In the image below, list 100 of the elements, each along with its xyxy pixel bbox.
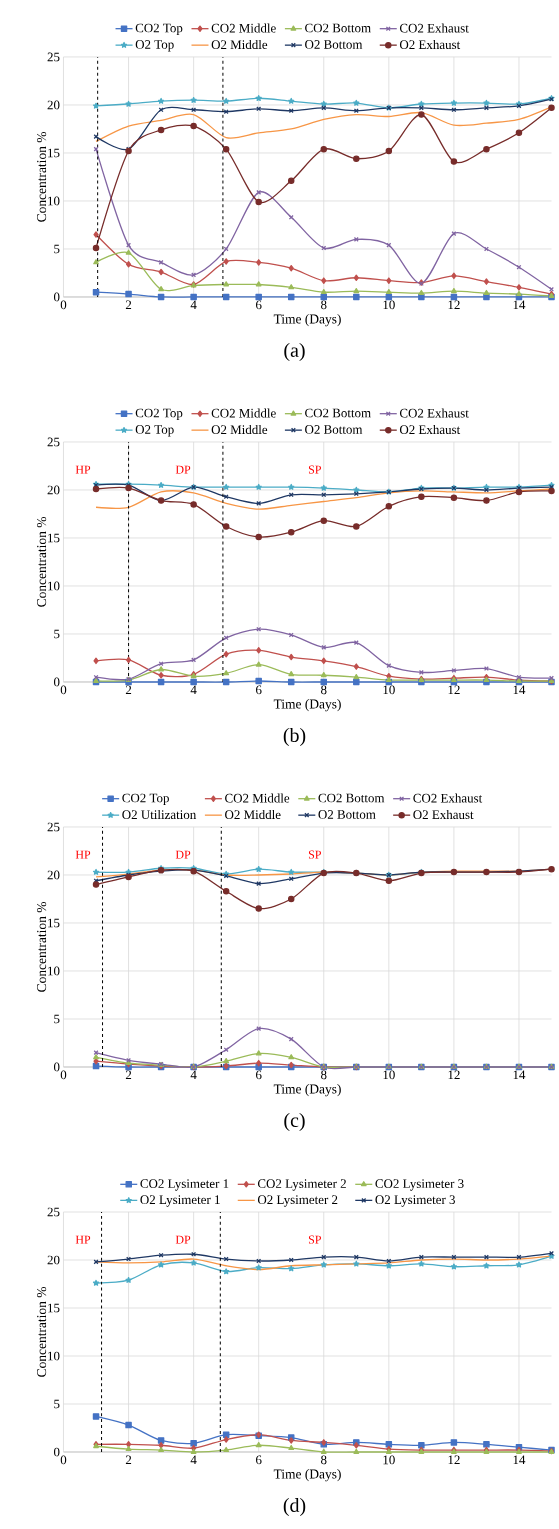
y-tick-label: 5 [54,1399,60,1409]
legend-label: O2 Top [135,40,174,52]
y-tick-label: 25 [47,52,60,62]
annotation: HP [75,850,90,859]
x-axis-title: Time (Days) [273,1469,341,1482]
legend-label: CO2 Top [135,23,183,35]
x-axis-title: Time (Days) [273,699,341,712]
y-tick-label: 15 [47,918,60,928]
x-tick-label: 8 [320,300,327,310]
text: (a) [284,342,305,362]
x-axis-title: Time (Days) [273,1084,341,1097]
legend-label: CO2 Exhaust [399,408,469,418]
y-tick-label: 10 [47,196,60,206]
legend-label: O2 Exhaust [399,39,460,50]
x-tick-label: 2 [125,685,131,695]
x-tick-label: 14 [513,1070,526,1080]
legend-label: CO2 Exhaust [413,793,482,803]
legend-label: CO2 Lysimeter 3 [375,1179,464,1191]
annotation: SP [308,850,321,859]
legend-label: O2 Exhaust [413,809,474,820]
legend-label: O2 Lysimeter 3 [375,1195,455,1207]
legend-label: O2 Middle [211,424,267,435]
y-tick-label: 20 [47,1255,60,1265]
y-tick-label: 15 [47,533,60,543]
x-tick-label: 12 [448,685,460,695]
x-tick-label: 10 [383,300,395,310]
y-tick-label: 0 [53,1062,60,1072]
x-tick-label: 6 [255,1070,262,1080]
annotation: SP [308,465,321,474]
x-tick-label: 4 [190,1070,197,1080]
y-tick-label: 5 [54,244,60,254]
y-tick-label: 0 [53,1447,60,1457]
text: (d) [283,1497,306,1517]
x-axis-title: Time (Days) [273,314,341,327]
legend-label: O2 Exhaust [399,424,460,435]
y-axis-title: Concentration % [36,902,46,992]
legend-label: CO2 Bottom [304,23,371,33]
legend-label: O2 Utilization [122,809,196,820]
annotation: DP [175,1235,190,1244]
y-tick-label: 25 [47,437,60,447]
x-tick-label: 4 [190,685,197,695]
legend-label: O2 Bottom [304,40,363,49]
y-tick-label: 25 [47,1207,60,1217]
legend-label: O2 Lysimeter 2 [257,1195,338,1207]
y-tick-label: 20 [47,100,60,110]
x-tick-label: 10 [383,1070,395,1080]
y-tick-label: 15 [47,1303,60,1313]
x-tick-label: 6 [255,300,262,310]
annotation: HP [75,1235,90,1244]
legend-label: CO2 Middle [211,23,276,33]
y-tick-label: 25 [47,822,60,832]
x-tick-label: 2 [125,1455,131,1465]
annotation: DP [175,465,190,474]
x-tick-label: 14 [513,1455,526,1465]
y-tick-label: 10 [47,581,60,591]
x-tick-label: 2 [125,300,131,310]
y-tick-label: 15 [47,148,60,158]
y-axis-title: Concentration % [36,132,46,222]
legend-label: O2 Top [135,425,174,437]
x-tick-label: 8 [320,1455,327,1465]
x-tick-label: 12 [448,300,460,310]
legend-label: CO2 Lysimeter 2 [257,1179,346,1191]
legend-label: O2 Bottom [318,810,376,819]
x-tick-label: 6 [255,1455,262,1465]
legend-label: CO2 Top [122,793,169,805]
x-tick-label: 14 [513,300,526,310]
legend-label: CO2 Lysimeter 1 [140,1179,229,1191]
x-tick-label: 8 [320,1070,327,1080]
x-tick-label: 6 [255,685,262,695]
x-tick-label: 12 [448,1070,460,1080]
legend-label: O2 Middle [224,809,281,820]
x-tick-label: 4 [190,1455,197,1465]
legend-label: O2 Middle [211,39,267,50]
y-axis-title: Concentration % [36,1287,46,1377]
y-tick-label: 20 [47,485,60,495]
legend-label: O2 Lysimeter 1 [140,1195,220,1207]
legend-label: CO2 Exhaust [399,23,469,33]
y-tick-label: 0 [53,677,60,687]
x-tick-label: 10 [383,1455,395,1465]
x-tick-label: 4 [190,300,197,310]
y-tick-label: 10 [47,1351,60,1361]
annotation: DP [175,850,190,859]
legend-label: O2 Bottom [304,425,363,434]
x-tick-label: 12 [448,1455,460,1465]
legend-label: CO2 Middle [211,408,276,418]
x-tick-label: 2 [125,1070,131,1080]
annotation: SP [308,1235,321,1244]
y-tick-label: 5 [54,629,60,639]
y-tick-label: 10 [47,966,60,976]
legend-label: CO2 Bottom [318,793,385,803]
legend-label: CO2 Top [135,408,183,420]
x-tick-label: 8 [320,685,327,695]
y-axis-title: Concentration % [36,517,46,607]
legend-label: CO2 Middle [224,793,289,803]
y-tick-label: 5 [54,1014,60,1024]
annotation: HP [75,465,90,474]
x-tick-label: 14 [513,685,526,695]
x-tick-label: 10 [383,685,395,695]
y-tick-label: 0 [53,292,60,302]
text: (c) [284,1112,305,1132]
